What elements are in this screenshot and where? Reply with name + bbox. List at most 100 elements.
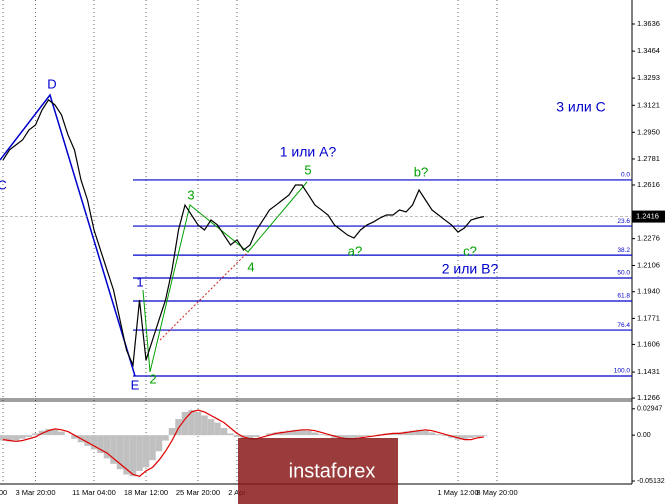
osc-bar: [402, 431, 410, 436]
current-price-label: 1.2416: [636, 212, 659, 221]
osc-bar: [103, 435, 111, 459]
fib-label: 61.8: [617, 293, 630, 300]
osc-bar: [32, 433, 39, 436]
wave-label: b?: [414, 164, 428, 179]
y-tick-label: 1.2781: [637, 154, 660, 163]
osc-bar: [337, 435, 345, 439]
osc-bar: [415, 429, 423, 436]
y-tick-label: 1.3464: [637, 46, 660, 55]
osc-bar: [409, 430, 416, 436]
osc-bar: [246, 435, 254, 439]
osc-bar: [311, 432, 319, 436]
y-tick-label: 1.3293: [637, 73, 660, 82]
osc-bar: [194, 411, 202, 436]
osc-bar: [58, 431, 65, 436]
x-tick-label: 2 Apr: [228, 488, 246, 497]
y-tick-label: 1.3636: [637, 19, 660, 28]
osc-bar: [461, 435, 468, 440]
osc-bar: [435, 434, 442, 436]
fib-label: 38.2: [617, 247, 630, 254]
x-tick-label: 1 May 12:00: [437, 488, 478, 497]
osc-bar: [129, 435, 137, 477]
osc-bar: [441, 435, 449, 437]
osc-tick-label: 0.02947: [637, 406, 662, 413]
wave-label: E: [131, 377, 140, 392]
x-tick-label: 25 Mar 20:00: [176, 488, 220, 497]
osc-bar: [25, 435, 33, 437]
osc-bar: [123, 435, 130, 475]
x-tick-label: 18 Mar 12:00: [124, 488, 168, 497]
osc-bar: [266, 433, 273, 436]
osc-bar: [12, 435, 20, 441]
wave-label: a?: [348, 243, 362, 258]
wave-line: [0, 93, 136, 377]
fib-label: 50.0: [617, 270, 630, 277]
osc-bar: [84, 435, 91, 446]
wave-projection: [159, 251, 249, 341]
y-tick-label: 1.1606: [637, 339, 660, 348]
osc-bar: [0, 435, 7, 441]
x-tick-label: 00: [0, 488, 7, 497]
x-tick-label: 8 May 20:00: [476, 488, 517, 497]
wave-label: D: [47, 76, 56, 91]
osc-bar: [45, 428, 52, 436]
osc-bar: [149, 435, 156, 461]
wave-line: [142, 181, 308, 373]
fib-label: 76.4: [617, 322, 630, 329]
fib-label: 23.6: [617, 218, 630, 225]
osc-bar: [305, 430, 312, 436]
osc-bar: [207, 419, 215, 436]
osc-bar: [181, 411, 189, 436]
osc-bar: [136, 435, 143, 471]
osc-bar: [292, 429, 299, 436]
fib-label: 100.0: [614, 368, 631, 375]
watermark: instaforex: [289, 460, 376, 482]
wave-label: C: [0, 177, 7, 192]
y-tick-label: 1.1431: [637, 367, 660, 376]
osc-bar: [363, 435, 371, 437]
osc-tick-label: -0.05132: [637, 478, 665, 485]
annotation: 1 или A?: [280, 144, 337, 160]
y-tick-label: 1.1266: [637, 393, 660, 402]
panel-separator: [0, 398, 632, 402]
wave-label: 4: [247, 259, 254, 274]
osc-bar: [97, 435, 104, 454]
x-tick-label: 3 Mar 20:00: [15, 488, 55, 497]
osc-bar: [344, 435, 351, 439]
osc-bar: [318, 434, 325, 436]
price-line: [2, 99, 485, 368]
wave-label: c?: [463, 243, 477, 258]
osc-bar: [357, 435, 364, 437]
osc-bar: [110, 435, 117, 464]
osc-bar: [19, 435, 26, 439]
osc-bar: [90, 435, 98, 450]
osc-bar: [298, 429, 306, 436]
osc-bar: [188, 410, 195, 436]
osc-bar: [285, 430, 293, 436]
osc-bar: [428, 432, 436, 436]
wave-label: 2: [149, 371, 156, 386]
osc-bar: [116, 435, 124, 470]
osc-bar: [467, 435, 475, 438]
wave-label: 1: [136, 274, 143, 289]
osc-bar: [214, 422, 221, 436]
osc-bar: [220, 428, 228, 436]
osc-bar: [233, 435, 241, 437]
osc-bar: [480, 435, 488, 437]
osc-bar: [324, 435, 332, 437]
osc-bar: [389, 433, 397, 436]
osc-signal: [2, 409, 485, 477]
osc-bar: [6, 435, 13, 442]
fib-label: 0.0: [621, 172, 630, 179]
annotation: 2 или B?: [442, 261, 499, 277]
osc-bar: [142, 435, 150, 468]
osc-bar: [162, 435, 169, 441]
y-tick-label: 1.1771: [637, 313, 660, 322]
osc-bar: [227, 433, 234, 436]
y-tick-label: 1.2950: [637, 127, 660, 136]
osc-tick-label: 0.00: [637, 432, 651, 439]
y-tick-label: 1.3121: [637, 100, 660, 109]
annotation: 3 или C: [556, 99, 606, 115]
